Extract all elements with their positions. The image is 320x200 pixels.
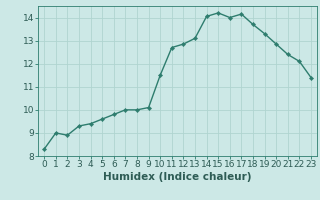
X-axis label: Humidex (Indice chaleur): Humidex (Indice chaleur) — [103, 172, 252, 182]
